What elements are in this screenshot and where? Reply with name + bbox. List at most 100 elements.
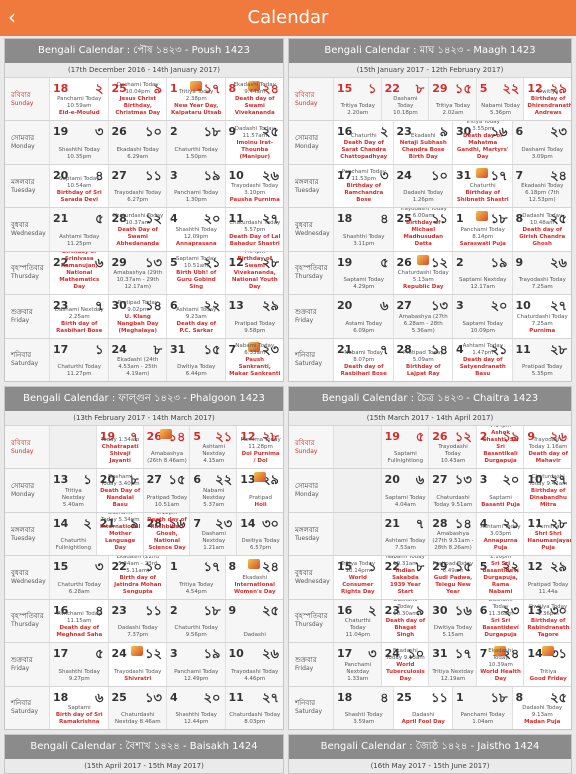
day-cell[interactable]: 9 ২৫ Dadashi Today 11.57am Imoinu Irat-Thou… xyxy=(224,121,283,164)
day-cell[interactable]: 7 ২৩ Nabami Today 6.33am Paush Sankranti, M… xyxy=(224,338,283,381)
day-cell[interactable]: 15 ১ Tritiya Today 2.20am xyxy=(333,78,381,121)
day-cell[interactable]: 21 ৯ Dashami Today 5.34pm International Mot… xyxy=(95,512,143,556)
day-cell[interactable]: 23 ৯ Ekadashi Netaji Subhash Chandra Bose B… xyxy=(392,121,452,164)
day-cell[interactable]: 3 ১৯ Panchami Today 1.30pm xyxy=(166,164,225,208)
day-cell[interactable]: 16 ২ Chaturthi Today 11.04pm xyxy=(333,599,381,643)
day-cell[interactable]: 15 ১ Tritiya Today 10.14pm World Consumer R… xyxy=(333,556,381,599)
day-cell[interactable]: 10 ২৭ Chaturdashi Today 9.42am Birthday of … xyxy=(523,469,571,512)
day-cell[interactable]: 31 ১৭ Tritiya Nextday 12.19am xyxy=(428,643,476,686)
day-cell[interactable]: 17 ১ Chaturthi Today 11.27pm xyxy=(49,338,108,381)
day-cell[interactable]: 25 ১১ Trayodashi Today 6.00am Birthday of M… xyxy=(392,208,452,251)
day-cell[interactable]: 2 ১৯ Saptami Nextday 12.17am xyxy=(452,251,512,295)
day-cell[interactable]: 14 ৩০ Dwitiya Today 6.57pm xyxy=(236,512,283,556)
day-cell[interactable]: 24 ১২ Trayodashi Today Shivratri xyxy=(107,643,166,686)
day-cell[interactable]: 23 ১১ Dadashi Today 7.37pm xyxy=(107,599,167,643)
day-cell[interactable]: 10 ২৭ Chaturdashi Today 7.25am Purnima xyxy=(511,295,571,338)
day-cell[interactable]: 10 ২৬ Trayodashi Today 4.46pm xyxy=(224,643,284,686)
day-cell[interactable]: 10 ২৬ Trayodashi Today 3.10pm Pausha Purnim… xyxy=(224,164,283,208)
day-cell[interactable]: 17 ৩ Panchami Today 11.53pm Birthday of Ram… xyxy=(333,164,393,208)
day-cell[interactable]: 20 ৬ Saptami Today 4.04am xyxy=(380,469,429,512)
day-cell[interactable]: 25 ১১ Dadashi April Fool Day xyxy=(392,686,452,729)
day-cell[interactable]: 7 ২৪ Ekadashi Today 10.39am World Health Da… xyxy=(475,643,524,686)
day-cell[interactable]: 22 ৮ Nabami Today 10.31am Indian Sakabda 19… xyxy=(380,556,429,599)
day-cell[interactable]: 6 ২৩ Dashami Today 11.36am Sri Sri Basantid… xyxy=(475,599,524,643)
day-cell[interactable]: 26 ১০ Ekadashi Today 6.29am xyxy=(107,121,167,164)
day-cell[interactable]: 4 ২১ Ashtami Today 3.03pm Annapurna Puja xyxy=(475,512,524,556)
day-cell[interactable]: 3 ১৯ Panchami Today 12.49pm xyxy=(166,643,225,686)
day-cell[interactable]: 8 ২৫ Dadashi Today 9.13am Madan Puja xyxy=(511,686,571,729)
day-cell[interactable]: 1 ১৮ Panchami Today 1.04am xyxy=(452,686,512,729)
day-cell[interactable]: 3 ২০ Saptami Basanti Puja xyxy=(475,469,524,512)
day-cell[interactable]: 13 ২৯ Pratipad Today 9.58pm xyxy=(224,295,284,338)
day-cell[interactable]: 8 ২৫ Dadashi Today 10.48am Death day of Gir… xyxy=(511,208,571,251)
day-cell[interactable]: 11 ২৭ Chaturdashi Today 8.03pm xyxy=(224,686,284,729)
day-cell[interactable]: 17 ৩ Panchami Nextday 1.33am xyxy=(333,643,381,686)
day-cell[interactable]: 20 ৮ Dashami Today 3.40pm Death Day of Nand… xyxy=(95,469,143,512)
day-cell[interactable]: 25 ৯ Dashami Today 10.04pm Jesus Christ Bir… xyxy=(107,78,166,121)
day-cell[interactable]: 31 ১৫ Dwitiya Today 6.44pm xyxy=(166,338,225,381)
day-cell[interactable]: 5 ২১ Ashtami Nextday 4.15am xyxy=(189,426,236,469)
day-cell[interactable]: 18 ৪ Shashthi Today 3.11pm xyxy=(333,208,393,251)
day-cell[interactable]: 11 ২৮ Pratipad Today 5.35pm xyxy=(511,338,572,381)
day-cell[interactable]: 26 ১৪ Amabashya (26th 8.46am) xyxy=(142,426,190,469)
day-cell[interactable]: 23 ৯ Dashami Today 10.30am Death day of Bha… xyxy=(380,599,429,643)
day-cell[interactable]: 21 ৫ Ashtami Today 11.25pm xyxy=(49,208,108,251)
day-cell[interactable]: 20 ৪ Saptami Today 10.54am Birthday of Sri … xyxy=(49,164,108,208)
day-cell[interactable]: 27 ১১ Trayodashi Today 6.27pm xyxy=(107,164,167,208)
day-cell[interactable]: 17 ৫ Shashthi Today 9.27pm xyxy=(49,643,108,686)
day-cell[interactable]: 31 ১৭ Chaturthi Birthday of Shibnath Shastr… xyxy=(452,164,512,208)
day-cell[interactable]: 19 ৫ Saptami Today 4.29pm xyxy=(333,251,393,295)
day-cell[interactable]: 29 ১৩ Amabashya (29th 10.37am - 29th 12.17… xyxy=(107,251,167,295)
day-cell[interactable]: 2 ১৮ Chaturthi Today 9.56pm xyxy=(166,599,225,643)
day-cell[interactable]: 21 ৭ Ashtami Today 7.53am xyxy=(380,512,429,556)
month-panel-jaistho[interactable]: Bengali Calendar : জ্যৈষ্ঠ ১৪২৪ - Jaisth… xyxy=(288,734,572,774)
day-cell[interactable]: 19 ৫ Saptami Fullnightlong xyxy=(380,426,429,469)
day-cell[interactable]: 8 ২৪ Ekadashi International Women's Day xyxy=(224,556,283,599)
chevron-left-icon[interactable]: ‹ xyxy=(8,5,16,29)
day-cell[interactable]: 24 ৮ Ekadashi (24th 4.53am - 25th 4.19am) xyxy=(107,338,167,381)
day-cell[interactable]: 7 ২৩ Dashami Nextday 1.21am xyxy=(189,512,236,556)
day-cell[interactable]: 6 ২৩ Dashami Today 3.09pm xyxy=(511,121,572,164)
day-cell[interactable]: 24 ১০ Dadashi Today 1.26pm xyxy=(392,164,453,208)
day-cell[interactable]: 5 ২১ Saptami Today 10.51am Birth Ubh! of Gu… xyxy=(166,251,225,295)
day-cell[interactable]: 18 ২ Panchami Today 10.59am Eid-e-Moulud xyxy=(49,78,108,121)
day-cell[interactable]: 15 ৩ Chaturthi Today 6.28am xyxy=(49,556,108,599)
day-cell[interactable]: 14 ২ Chaturthi Fullnightlong xyxy=(49,512,96,556)
day-cell[interactable]: 3 ২০ Saptami Today 10.09pm xyxy=(452,295,512,338)
day-cell[interactable]: 13 ১ Tritiya Nextday 5.40am xyxy=(49,469,96,512)
day-cell[interactable]: 1 ১৮ Panchami Today 8.14pm Saraswati Puja xyxy=(452,208,512,251)
day-cell[interactable]: 22 ৮ Dashami Today 10.18pm xyxy=(380,78,429,121)
day-cell[interactable]: 7 ২৪ Ekadashi Today 6.18pm (7th 12.53pm) xyxy=(511,164,572,208)
day-cell[interactable]: 18 ৬ Saptami Birth day of Sri Ramakrishna xyxy=(49,686,108,729)
day-cell[interactable]: 27 ১৩ Chaturdashi Today 9.51am xyxy=(428,469,476,512)
day-cell[interactable]: 22 ১০ Ekadashi (22nd 5.34am - 23rd 5.11am)… xyxy=(107,556,166,599)
day-cell[interactable]: 16 ২ Chaturthi Death Day of Sarat Chandra C… xyxy=(333,121,393,164)
day-cell[interactable]: 26 ১২ Chaturdashi Today 5.13am Republic Day xyxy=(392,251,452,295)
day-cell[interactable]: 18 ৪ Shashti Today 3.59am xyxy=(333,686,393,729)
day-cell[interactable]: 28 ১২ Chaturdashi Today 10.37am Death Day o… xyxy=(107,208,166,251)
day-cell[interactable]: 21 ৭ Nabami Today 8.07pm Death day of Rasbi… xyxy=(333,338,393,381)
day-cell[interactable]: 12 ২৮ Purnima Today 11.28pm Dol Purnima / D… xyxy=(236,426,283,469)
day-cell[interactable]: 23 ৭ Dashami Nextday 2.25am Birth day of Ra… xyxy=(49,295,108,338)
day-cell[interactable]: 1 ১৭ Tritiya Today 4.54pm xyxy=(166,556,225,599)
day-cell[interactable]: 24 ১০ Ekadashi Today 9.13am World Tuberculo… xyxy=(380,643,429,686)
day-cell[interactable]: 29 ১৫ Tritiya Today 2.02am xyxy=(428,78,476,121)
day-cell[interactable]: 4 ২১ Ashtami Today 1.47pm Death day of Saty… xyxy=(452,338,512,381)
day-cell[interactable]: 16 ৪ Panchami Today 11.15am Death day of Me… xyxy=(49,599,108,643)
day-cell[interactable]: 5 ২২ Nabami Today 5.36pm xyxy=(475,78,524,121)
day-cell[interactable]: 14 ৩১ Tritiya Good Friday xyxy=(523,643,571,686)
day-cell[interactable]: 2 ১৮ Chaturthi Today 1.50pm xyxy=(166,121,225,164)
day-cell[interactable]: 30 ১৪ Pratipad Today 9.02pm U. Kiang Nangba… xyxy=(107,295,166,338)
day-cell[interactable]: 30 ১৬ Dwitiya Today 5.15am xyxy=(428,599,476,643)
day-cell[interactable]: 1 ১৭ Tritiya Today 2.38pm New Year Day, Kal… xyxy=(166,78,225,121)
day-cell[interactable]: 19 ৭ Today 1.34am Chhatrapati Shivaji Jayan… xyxy=(95,426,143,469)
day-cell[interactable]: 20 ৬ Astami Today 6.09pm xyxy=(333,295,393,338)
day-cell[interactable]: 9 ২৬ Trayodashi Today 7.25am xyxy=(511,251,572,295)
day-cell[interactable]: 27 ১৫ Pratipad Today 10.51am xyxy=(142,469,190,512)
day-cell[interactable]: 9 ২৬ Trayodashi Today 1.16am Death day of M… xyxy=(523,426,571,469)
